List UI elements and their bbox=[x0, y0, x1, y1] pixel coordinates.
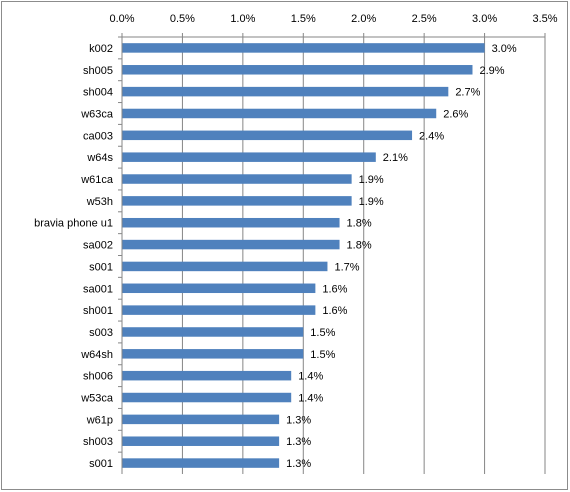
gridlines bbox=[118, 33, 546, 474]
x-tick-label: 3.0% bbox=[472, 13, 497, 25]
data-label: 2.6% bbox=[443, 108, 468, 120]
bar bbox=[122, 130, 413, 141]
data-label: 1.5% bbox=[310, 349, 335, 361]
x-tick-label: 1.5% bbox=[291, 13, 316, 25]
bar bbox=[122, 196, 352, 206]
data-label: 1.4% bbox=[298, 393, 323, 405]
x-tick-label: 3.5% bbox=[532, 13, 557, 25]
data-label: 1.3% bbox=[286, 414, 311, 426]
x-tick-label: 2.5% bbox=[412, 13, 437, 25]
category-label: sa001 bbox=[83, 283, 113, 295]
bar bbox=[122, 436, 280, 446]
category-label: w61p bbox=[86, 414, 113, 426]
bar bbox=[122, 217, 340, 228]
data-label: 2.4% bbox=[419, 130, 444, 142]
category-label: sh005 bbox=[83, 65, 113, 77]
category-label: w53h bbox=[86, 196, 113, 208]
category-label: s001 bbox=[89, 458, 113, 470]
category-label: sh004 bbox=[83, 87, 113, 99]
bar bbox=[122, 86, 449, 97]
category-label: w61ca bbox=[80, 174, 114, 186]
bar bbox=[122, 108, 437, 119]
bar bbox=[122, 239, 340, 250]
data-label: 2.9% bbox=[479, 65, 504, 77]
data-label: 2.1% bbox=[383, 152, 408, 164]
bar bbox=[122, 392, 292, 403]
data-label: 3.0% bbox=[492, 43, 517, 55]
x-axis-tick-labels: 0.0% 0.5% 1.0% 1.5% 2.0% 2.5% 3.0% 3.5% bbox=[109, 13, 557, 25]
bar bbox=[122, 261, 328, 272]
bar bbox=[122, 458, 280, 468]
bar bbox=[122, 370, 292, 381]
category-label: bravia phone u1 bbox=[34, 218, 113, 230]
category-label: sh006 bbox=[83, 371, 113, 383]
data-label: 1.9% bbox=[359, 196, 384, 208]
x-tick-label: 0.5% bbox=[170, 13, 195, 25]
data-labels: 3.0% 2.9% 2.7% 2.6% 2.4% 2.1% 1.9% 1.9% 1.8% 1.8%… bbox=[286, 43, 517, 470]
data-label: 1.5% bbox=[310, 327, 335, 339]
bar bbox=[122, 305, 316, 315]
data-label: 2.7% bbox=[455, 87, 480, 99]
data-label: 1.4% bbox=[298, 371, 323, 383]
bar bbox=[122, 349, 304, 359]
category-label: sh003 bbox=[83, 436, 113, 448]
category-label: w64s bbox=[86, 152, 113, 164]
bars bbox=[122, 43, 485, 468]
x-tick-label: 0.0% bbox=[109, 13, 134, 25]
x-tick-label: 1.0% bbox=[230, 13, 255, 25]
category-label: s003 bbox=[89, 327, 113, 339]
bar bbox=[122, 152, 376, 162]
data-label: 1.3% bbox=[286, 436, 311, 448]
bar bbox=[122, 43, 485, 53]
category-label: w63ca bbox=[80, 108, 114, 120]
category-label: k002 bbox=[89, 43, 113, 55]
bar bbox=[122, 65, 473, 75]
data-label: 1.8% bbox=[347, 218, 372, 230]
data-label: 1.7% bbox=[334, 261, 359, 273]
category-label: w53ca bbox=[80, 393, 114, 405]
bar bbox=[122, 174, 352, 184]
bar bbox=[122, 414, 280, 425]
bar bbox=[122, 283, 316, 294]
category-label: sa002 bbox=[83, 240, 113, 252]
bar bbox=[122, 327, 304, 337]
data-label: 1.3% bbox=[286, 458, 311, 470]
data-label: 1.9% bbox=[359, 174, 384, 186]
data-label: 1.8% bbox=[347, 240, 372, 252]
data-label: 1.6% bbox=[322, 283, 347, 295]
category-label: s001 bbox=[89, 261, 113, 273]
category-label: ca003 bbox=[83, 130, 113, 142]
data-label: 1.6% bbox=[322, 305, 347, 317]
category-label: sh001 bbox=[83, 305, 113, 317]
x-tick-label: 2.0% bbox=[351, 13, 376, 25]
category-label: w64sh bbox=[80, 349, 113, 361]
category-labels: k002 sh005 sh004 w63ca ca003 w64s w61ca w53h bra… bbox=[34, 43, 114, 470]
